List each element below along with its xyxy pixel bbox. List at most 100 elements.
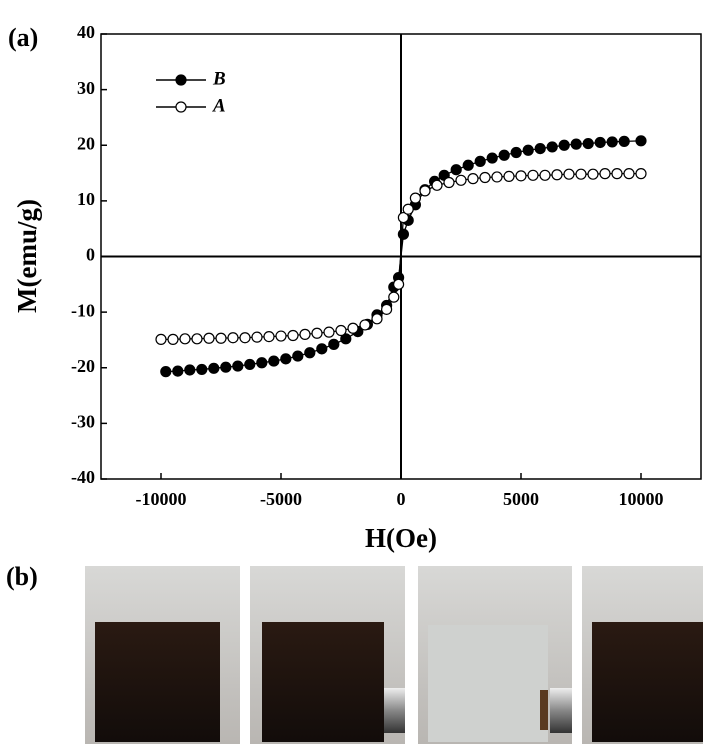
data-point xyxy=(515,170,527,182)
data-point xyxy=(462,159,474,171)
y-tick-label: -40 xyxy=(71,467,95,487)
data-point xyxy=(239,332,251,344)
y-tick-label: 10 xyxy=(77,189,95,209)
data-point xyxy=(268,355,280,367)
y-tick-label: -10 xyxy=(71,300,95,320)
x-tick-label: -10000 xyxy=(136,489,187,509)
data-point xyxy=(155,333,167,345)
magnet xyxy=(384,688,405,733)
data-point xyxy=(328,338,340,350)
data-point xyxy=(220,361,232,373)
data-point xyxy=(299,328,311,340)
data-point xyxy=(381,303,393,315)
data-point xyxy=(510,146,522,159)
data-point xyxy=(498,149,510,161)
data-point xyxy=(280,353,292,365)
data-point xyxy=(215,332,227,344)
data-point xyxy=(393,278,405,290)
x-axis-label: H(Oe) xyxy=(365,523,437,553)
data-point xyxy=(455,174,467,186)
data-point xyxy=(419,185,431,197)
deposit xyxy=(540,690,548,730)
data-point xyxy=(587,168,599,180)
data-point xyxy=(263,331,275,343)
data-point xyxy=(491,171,503,183)
data-point xyxy=(292,350,304,362)
data-point xyxy=(474,155,486,167)
data-point xyxy=(203,332,215,344)
y-tick-label: 0 xyxy=(86,245,95,265)
legend-marker xyxy=(175,74,187,86)
data-point xyxy=(551,169,563,181)
data-point xyxy=(611,168,623,180)
liquid xyxy=(592,622,703,742)
data-point xyxy=(582,137,594,150)
photos xyxy=(85,566,703,744)
data-point xyxy=(635,168,647,180)
legend-label: A xyxy=(212,95,226,116)
data-point xyxy=(409,192,421,204)
data-point xyxy=(388,291,400,303)
data-point xyxy=(479,171,491,184)
data-point xyxy=(443,176,455,189)
x-tick-label: 5000 xyxy=(503,489,539,509)
data-point xyxy=(599,168,611,180)
data-point xyxy=(486,152,498,164)
data-point xyxy=(167,333,179,345)
legend-label: B xyxy=(212,68,226,89)
x-tick-label: 10000 xyxy=(619,489,664,509)
data-point xyxy=(227,332,239,344)
data-point xyxy=(594,136,606,149)
y-tick-label: -30 xyxy=(71,412,95,432)
data-point xyxy=(311,327,323,339)
liquid xyxy=(428,625,548,742)
magnet xyxy=(550,688,572,733)
data-point xyxy=(251,331,263,343)
liquid xyxy=(262,622,384,742)
legend-marker xyxy=(175,101,187,113)
data-point xyxy=(546,141,558,153)
data-point xyxy=(172,365,184,377)
data-point xyxy=(184,364,196,376)
data-point xyxy=(275,330,287,342)
data-point xyxy=(335,324,347,337)
data-point xyxy=(340,333,352,345)
data-point xyxy=(191,333,203,345)
data-point xyxy=(244,358,256,371)
x-tick-label: -5000 xyxy=(260,489,302,509)
data-point xyxy=(539,169,551,181)
data-point xyxy=(232,360,244,372)
data-point xyxy=(256,357,268,369)
data-point xyxy=(450,164,462,176)
y-tick-label: 20 xyxy=(77,133,95,153)
y-tick-label: 30 xyxy=(77,78,95,98)
data-point xyxy=(323,326,335,338)
data-point xyxy=(522,144,534,156)
y-tick-label: 40 xyxy=(77,22,95,42)
data-point xyxy=(606,136,618,148)
data-point xyxy=(558,139,570,151)
data-point xyxy=(316,343,328,355)
data-point xyxy=(570,138,582,150)
data-point xyxy=(397,211,409,224)
data-point xyxy=(287,329,299,342)
data-point xyxy=(397,228,409,240)
panel-label: (a) xyxy=(8,23,38,52)
data-point xyxy=(402,203,414,215)
data-point xyxy=(371,313,383,325)
liquid xyxy=(95,622,220,742)
data-point xyxy=(359,319,371,331)
data-point xyxy=(467,173,479,185)
data-point xyxy=(160,366,172,378)
data-point xyxy=(635,135,647,147)
data-point xyxy=(503,170,515,182)
panel-label: (b) xyxy=(6,562,38,591)
data-point xyxy=(563,168,575,180)
data-point xyxy=(431,179,443,191)
data-point xyxy=(618,135,630,147)
data-point xyxy=(304,347,316,359)
data-point xyxy=(534,142,546,155)
data-point xyxy=(347,322,359,334)
